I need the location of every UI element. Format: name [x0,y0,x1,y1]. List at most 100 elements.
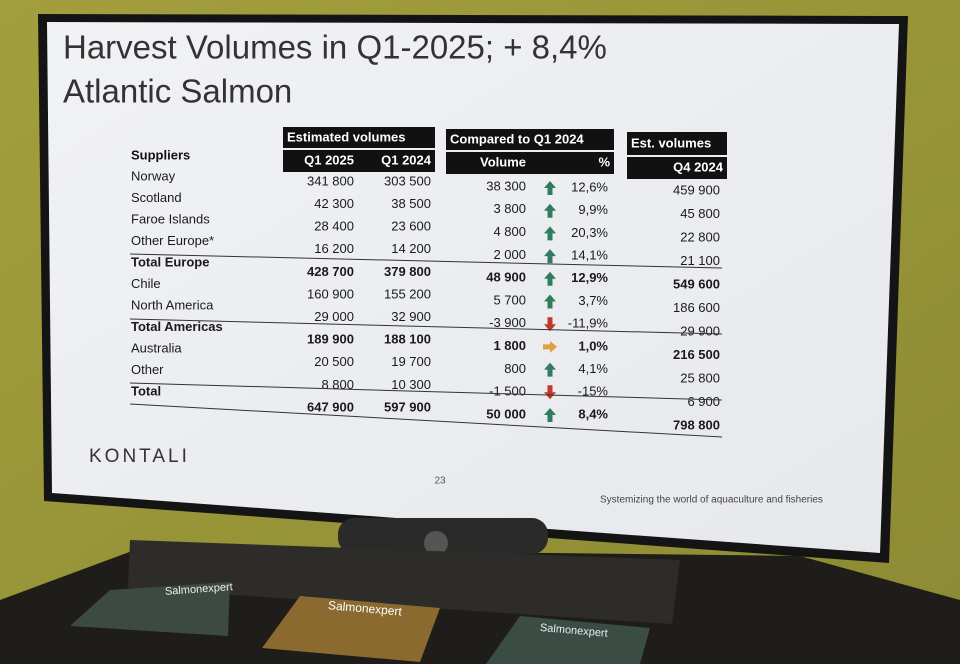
cell: 6 900 [687,394,720,409]
cell: 188 100 [384,332,431,347]
row-label: Total Europe [131,254,209,269]
header: Q1 2024 [381,152,432,167]
cell: 1 800 [493,338,526,353]
header: Q4 2024 [673,159,724,174]
header: Compared to Q1 2024 [450,131,584,146]
cell: 9,9% [578,202,608,217]
cell: 459 900 [673,182,720,197]
cell: -3 900 [489,315,526,330]
cell: 189 900 [307,332,354,347]
cell: 38 300 [486,178,526,193]
cell: 216 500 [673,347,720,362]
cell: 28 400 [314,219,354,234]
cell: 14 200 [391,241,431,256]
trend-arrow [544,385,556,400]
cell: 647 900 [307,399,354,414]
trend-arrow [544,294,556,309]
cell: 4,1% [578,361,608,376]
header: Suppliers [131,147,190,162]
cell: 19 700 [391,354,431,369]
header: Estimated volumes [287,129,406,144]
header-box [446,129,614,150]
cell: 160 900 [307,286,354,301]
separator [129,403,723,438]
trend-arrow [544,203,556,218]
header-box [283,150,435,172]
table-body: Norway 341 800 303 500 38 300 12,6% 459 900 Sc… [129,168,723,438]
slide-subtitle: Atlantic Salmon [63,73,292,110]
cell: 8,4% [578,406,608,421]
header: % [598,154,610,169]
soundbar [128,540,680,624]
magazine [486,616,650,664]
header-box [283,127,435,148]
row-label: North America [131,297,214,312]
row-label: Total Americas [131,319,223,334]
trend-arrow [544,271,556,286]
row-label: Australia [131,340,182,355]
cell: 428 700 [307,264,354,279]
magazine-title: Salmonexpert [327,598,403,618]
page-number: 23 [434,476,446,487]
header-box [627,157,727,179]
cell: 14,1% [571,248,608,263]
slide-title: Harvest Volumes in Q1-2025; + 8,4% [63,29,607,66]
cell: 16 200 [314,241,354,256]
separator [129,253,723,269]
magazine [262,596,440,662]
cell: 38 500 [391,196,431,211]
cell: 20,3% [571,225,608,240]
header-box [627,132,727,155]
cell: 303 500 [384,173,431,188]
trend-arrow [544,408,556,422]
cell: 20 500 [314,354,354,369]
cell: 12,6% [571,179,608,194]
cell: 29 000 [314,309,354,324]
cell: 21 100 [680,253,720,268]
trend-arrow [544,226,556,241]
cell: 22 800 [680,229,720,244]
row-label: Norway [131,168,176,183]
cell: -1 500 [489,384,526,399]
cell: 597 900 [384,399,431,414]
cell: 45 800 [680,206,720,221]
row-label: Chile [131,276,161,291]
magazine-title: Salmonexpert [165,581,234,598]
trend-arrow [543,340,557,353]
row-label: Other [131,362,164,377]
cell: 8 800 [321,377,354,392]
row-label: Faroe Islands [131,211,210,226]
separator [129,318,723,335]
cell: 341 800 [307,173,354,188]
header: Volume [480,154,526,169]
cell: 379 800 [384,264,431,279]
cell: 800 [504,361,526,376]
separator [129,382,723,401]
trend-arrow [544,362,556,377]
magazines: Salmonexpert Salmonexpert Salmonexpert [70,581,650,664]
cell: 798 800 [673,417,720,432]
cell: 25 800 [680,370,720,385]
cell: -15% [578,384,609,399]
cell: 5 700 [493,292,526,307]
cell: 1,0% [578,338,608,353]
cell: 29 900 [680,323,720,338]
cell: 2 000 [493,247,526,262]
cell: 3 800 [493,201,526,216]
cell: 10 300 [391,377,431,392]
header: Q1 2025 [304,152,354,167]
row-label: Scotland [131,190,182,205]
cell: 155 200 [384,286,431,301]
camera-lens [424,531,448,555]
row-label: Total [131,383,161,398]
cell: 42 300 [314,196,354,211]
trend-arrow [544,181,556,195]
logo: KONTALI [89,446,190,467]
trend-arrow [544,317,556,332]
trend-arrow [544,249,556,264]
cell: 3,7% [578,293,608,308]
header: Est. volumes [631,135,711,150]
row-label: Other Europe* [131,233,214,248]
magazine-title: Salmonexpert [539,622,608,640]
